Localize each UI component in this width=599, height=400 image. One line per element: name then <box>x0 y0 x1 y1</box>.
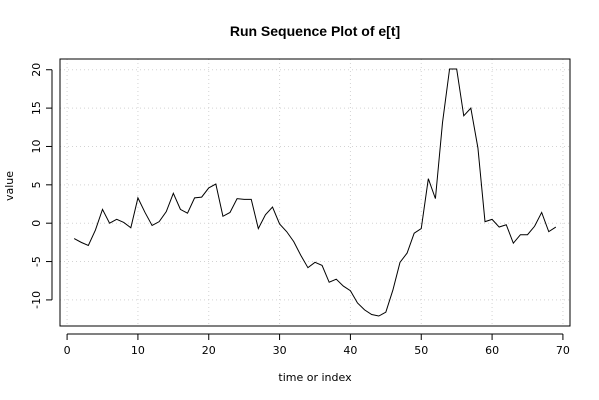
grid-lines <box>60 59 570 326</box>
y-tick-label: 5 <box>30 181 43 188</box>
y-axis-label: value <box>3 171 16 201</box>
x-tick-label: 0 <box>64 344 71 357</box>
chart-title: Run Sequence Plot of e[t] <box>230 23 400 39</box>
y-tick-label: -10 <box>30 291 43 309</box>
x-tick-label: 50 <box>414 344 428 357</box>
y-tick-label: 0 <box>30 220 43 227</box>
y-tick-label: 20 <box>30 63 43 77</box>
x-axis-label: time or index <box>278 371 352 384</box>
y-tick-label: 10 <box>30 139 43 153</box>
axes: 0 10 20 30 40 50 60 70 -10 -5 0 5 10 15 20 <box>30 63 570 357</box>
y-tick-label: -5 <box>30 256 43 267</box>
series-group <box>73 68 557 317</box>
x-tick-label: 60 <box>485 344 499 357</box>
x-tick-label: 70 <box>556 344 570 357</box>
plot-frame <box>59 58 571 327</box>
x-tick-label: 30 <box>273 344 287 357</box>
x-tick-label: 40 <box>343 344 357 357</box>
x-tick-label: 10 <box>131 344 145 357</box>
series-line <box>73 68 557 317</box>
x-tick-label: 20 <box>202 344 216 357</box>
y-tick-label: 15 <box>30 101 43 115</box>
